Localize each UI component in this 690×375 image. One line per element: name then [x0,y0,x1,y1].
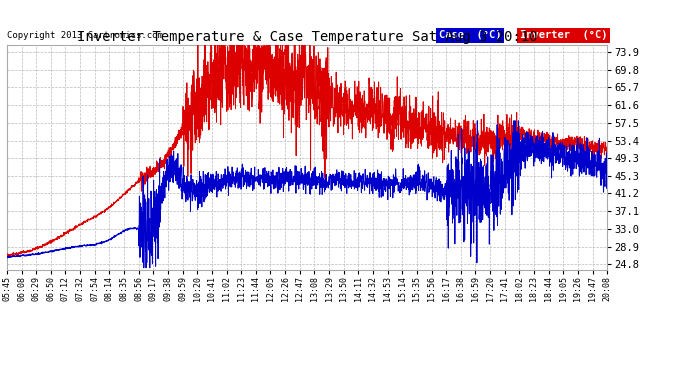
Text: Case  (°C): Case (°C) [439,30,502,40]
Text: Inverter  (°C): Inverter (°C) [520,30,608,40]
Text: Copyright 2013 Cartronics.com: Copyright 2013 Cartronics.com [7,30,163,39]
Title: Inverter Temperature & Case Temperature Sat Aug 3 20:10: Inverter Temperature & Case Temperature … [77,30,538,44]
